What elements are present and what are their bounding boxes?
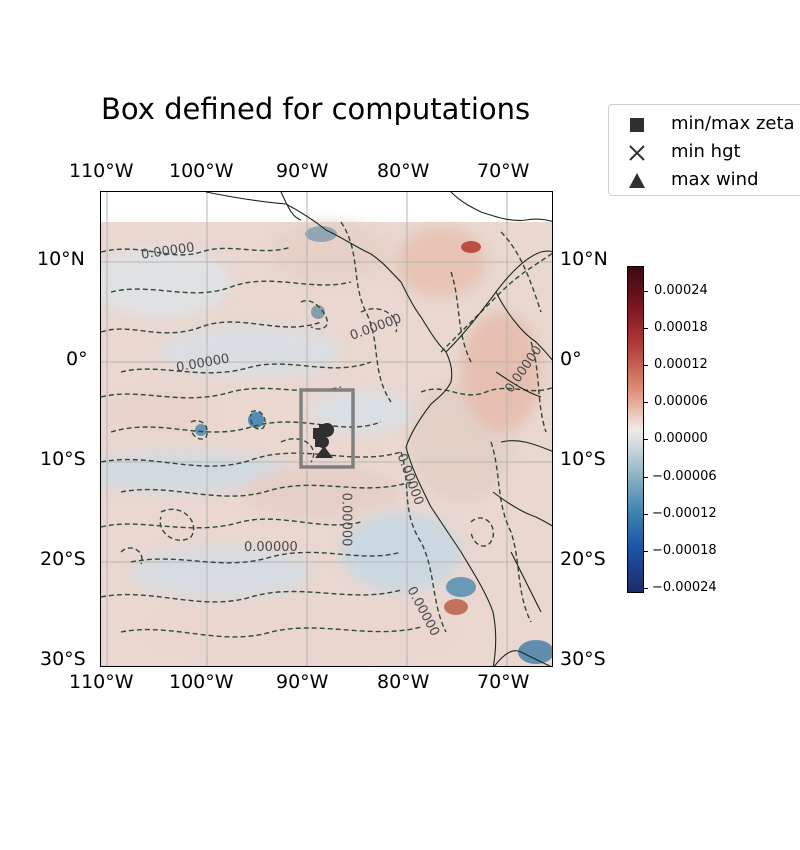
map-title: Box defined for computations — [101, 92, 531, 126]
bottom-lon-label: 110°W — [69, 671, 134, 693]
colorbar-tick-label: 0.00018 — [654, 320, 708, 336]
vorticity-field — [101, 222, 552, 666]
gridlines — [101, 192, 552, 666]
colorbar-tick-label: −0.00018 — [652, 542, 717, 558]
colorbar-tick-mark — [644, 550, 648, 552]
colorbar-tick-mark — [644, 402, 648, 404]
right-lat-label: 20°S — [560, 548, 606, 570]
colorbar-tick-label: 0.00000 — [654, 431, 708, 447]
colorbar-tick-label: 0.00024 — [654, 283, 708, 298]
top-lon-label: 90°W — [276, 160, 329, 182]
colorbar-tick-mark — [644, 328, 648, 330]
circle-marker — [320, 423, 334, 437]
colorbar-tick-mark — [644, 476, 648, 478]
square-marker-icon — [630, 118, 644, 132]
square-marker — [313, 428, 324, 439]
right-lat-label: 0° — [560, 348, 582, 370]
right-lat-label: 10°S — [560, 448, 606, 470]
zero-contours — [101, 221, 552, 638]
bottom-lon-label: 80°W — [377, 671, 430, 693]
colorbar-tick-mark — [644, 587, 648, 589]
colorbar-tick-label: −0.00012 — [652, 505, 717, 521]
left-lat-label: 20°S — [40, 548, 86, 570]
left-lat-label: 0° — [66, 348, 88, 370]
triangle-marker — [315, 446, 333, 458]
top-lon-label: 110°W — [69, 160, 134, 182]
contour-label: 0.00000 — [244, 540, 298, 555]
map-panel: 0.00000 0.00000 0.00000 0.00000 0.00000 … — [100, 191, 553, 667]
colorbar-tick-mark — [644, 513, 648, 515]
colorbar-tick-label: −0.00006 — [652, 468, 717, 484]
colorbar-tick-mark — [644, 365, 648, 367]
coastlines — [205, 192, 552, 666]
track-markers — [313, 423, 334, 458]
top-lon-label: 80°W — [377, 160, 430, 182]
x-marker-icon — [629, 145, 645, 161]
vorticity-map — [101, 192, 552, 666]
legend: min/max zeta min hgt max wind — [608, 104, 800, 196]
left-lat-label: 10°S — [40, 448, 86, 470]
colorbar-tick-label: 0.00006 — [654, 394, 708, 410]
triangle-marker-icon — [629, 173, 645, 188]
left-lat-label: 10°N — [37, 248, 85, 270]
contour-label: 0.00000 — [338, 492, 354, 547]
right-lat-label: 10°N — [560, 248, 608, 270]
colorbar-tick-label: 0.00012 — [654, 357, 708, 373]
bottom-lon-label: 100°W — [169, 671, 234, 693]
circle-marker — [317, 436, 329, 448]
legend-label: min/max zeta — [671, 113, 795, 134]
colorbar-tick-mark — [644, 291, 648, 292]
colorbar-tick-label: −0.00024 — [652, 579, 717, 595]
computation-box — [299, 388, 355, 469]
colorbar-tick-mark — [644, 439, 648, 441]
right-lat-label: 30°S — [560, 648, 606, 670]
legend-label: min hgt — [671, 141, 741, 162]
legend-label: max wind — [671, 169, 759, 190]
legend-item-zeta: min/max zeta — [609, 113, 800, 137]
top-lon-label: 100°W — [169, 160, 234, 182]
colorbar — [627, 266, 644, 593]
legend-item-wind: max wind — [609, 169, 800, 193]
legend-item-hgt: min hgt — [609, 141, 800, 165]
left-lat-label: 30°S — [40, 648, 86, 670]
top-lon-label: 70°W — [477, 160, 530, 182]
bottom-lon-label: 70°W — [477, 671, 530, 693]
bottom-lon-label: 90°W — [276, 671, 329, 693]
